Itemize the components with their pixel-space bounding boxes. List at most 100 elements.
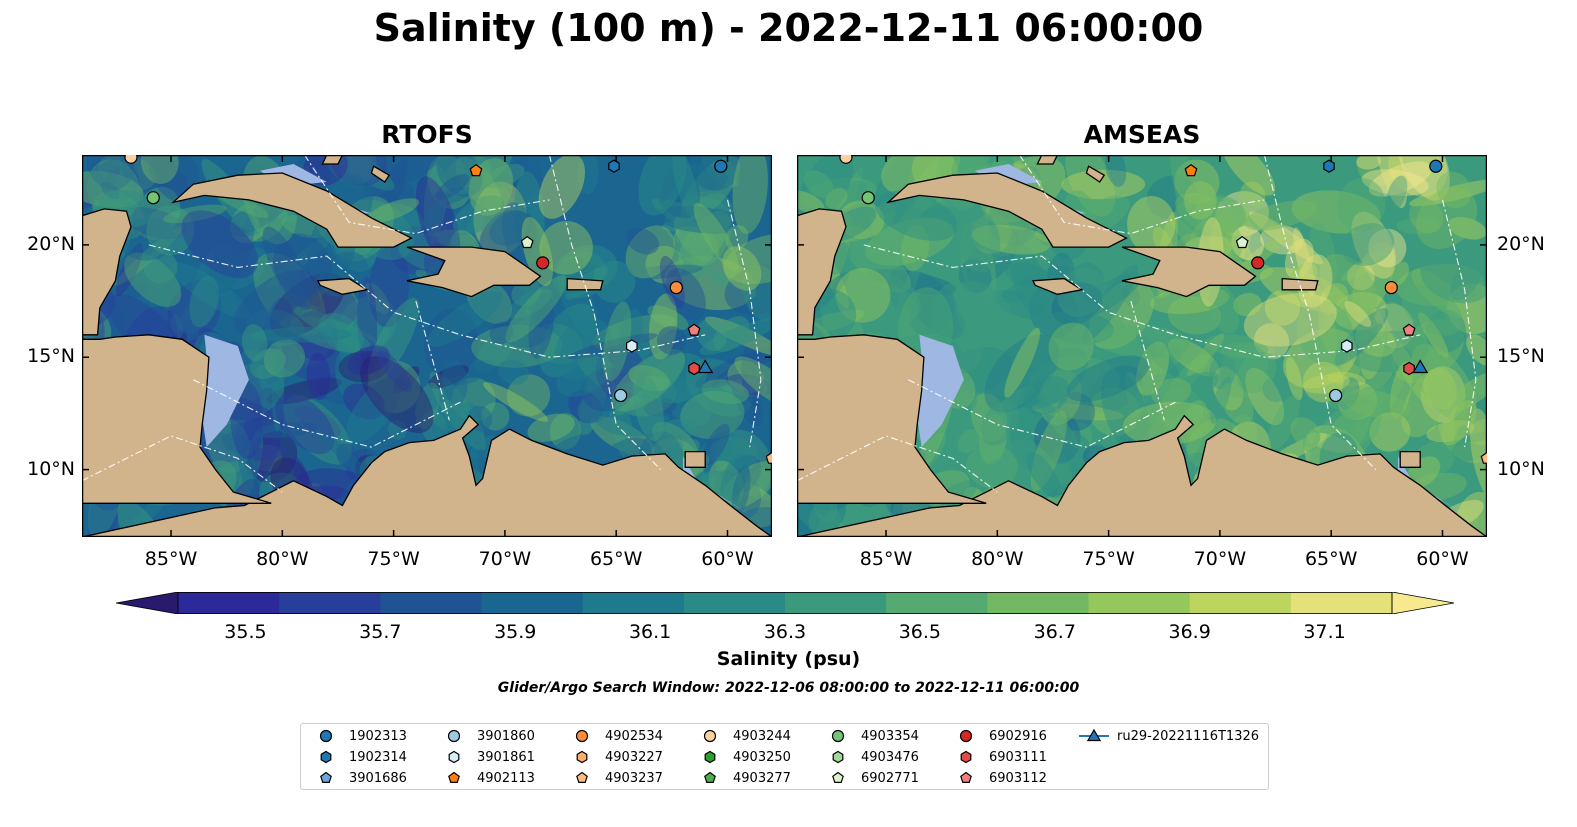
legend-label: 3901686: [349, 770, 407, 786]
legend-marker: [704, 750, 716, 764]
legend-marker: [832, 771, 844, 783]
legend-marker-icon: [1079, 728, 1109, 742]
legend-label: 3901861: [477, 749, 535, 765]
legend-marker-icon: [959, 729, 973, 743]
legend-label: 1902313: [349, 728, 407, 744]
legend-label: 6903111: [989, 749, 1047, 765]
colorbar-label: Salinity (psu): [716, 648, 861, 670]
legend-item: 4903244: [695, 727, 791, 745]
legend-marker-icon: [447, 729, 461, 743]
colorbar-tick-label: 36.5: [898, 621, 942, 643]
legend-marker-icon: [448, 750, 460, 764]
marker-6903112: [687, 323, 701, 336]
observation-markers: [124, 155, 772, 464]
marker-3901860: [614, 388, 628, 403]
x-tick-label: 85°W: [144, 548, 198, 570]
legend-marker: [576, 750, 588, 764]
legend-item: 4903250: [695, 748, 791, 766]
legend-marker: [704, 771, 716, 783]
legend: 1902313 1902314 3901686 3901860 3901861 49021…: [300, 723, 1269, 790]
legend-label: 1902314: [349, 749, 407, 765]
colorbar-extend-low: [116, 592, 179, 614]
marker-4902534: [669, 280, 683, 295]
legend-marker-icon: [576, 771, 588, 783]
marker-4902534: [1384, 280, 1398, 295]
land-masses: [797, 155, 1487, 537]
map-panel-amseas: [797, 155, 1487, 537]
marker-1902313: [1429, 159, 1443, 173]
legend-marker: [831, 729, 845, 743]
legend-marker: [959, 729, 973, 743]
y-tick-label-left: 15°N: [27, 345, 75, 368]
marker-4902113: [469, 163, 483, 177]
legend-item: 4903227: [567, 748, 663, 766]
legend-marker: [575, 729, 589, 743]
legend-label: 4903277: [733, 770, 791, 786]
marker-6903111: [688, 361, 700, 376]
y-tick-label-right: 15°N: [1497, 345, 1545, 368]
legend-marker: [960, 771, 972, 783]
legend-label: 4903237: [605, 770, 663, 786]
legend-item: 4903237: [567, 769, 663, 787]
colorbar-tick-label: 35.5: [224, 621, 267, 643]
legend-label: 4903244: [733, 728, 791, 744]
legend-marker-icon: [832, 750, 844, 764]
colorbar-bin: [279, 592, 381, 614]
marker-1902314: [608, 159, 620, 173]
legend-label: 6902771: [861, 770, 919, 786]
colorbar-bin: [683, 592, 786, 614]
colorbar-tick-label: 35.7: [359, 621, 402, 643]
legend-item: 6902771: [823, 769, 919, 787]
x-tick-label: 85°W: [859, 548, 913, 570]
marker-3901860: [1329, 388, 1343, 403]
legend-marker: [319, 729, 333, 743]
land-masses: [82, 155, 772, 537]
y-tick-label-left: 10°N: [27, 457, 75, 480]
legend-label: 4903354: [861, 728, 919, 744]
x-tick-label: 75°W: [1082, 548, 1135, 570]
marker-4903237: [765, 451, 772, 464]
legend-item: 3901861: [439, 748, 535, 766]
legend-item: 6903111: [951, 748, 1047, 766]
x-tick-label: 70°W: [478, 548, 532, 570]
x-tick-label: 65°W: [589, 548, 643, 570]
colorbar-tick-label: 36.3: [763, 621, 807, 643]
x-tick-label: 80°W: [971, 548, 1024, 570]
marker-4903237: [1480, 451, 1487, 464]
colorbar-bin: [380, 592, 482, 614]
legend-item: 4902113: [439, 769, 535, 787]
legend-marker: [703, 729, 717, 743]
colorbar: [116, 592, 1454, 614]
colorbar-bin: [582, 592, 685, 614]
marker-1902313: [714, 159, 728, 173]
marker-6903111: [1403, 361, 1415, 376]
colorbar-bin: [178, 592, 280, 614]
colorbar-tick-label: 35.9: [494, 621, 537, 643]
y-tick-label-right: 20°N: [1497, 232, 1545, 255]
marker-4902113: [1184, 163, 1198, 177]
legend-marker-icon: [831, 729, 845, 743]
colorbar-bin: [1290, 592, 1393, 614]
legend-marker-icon: [832, 771, 844, 783]
legend-label: 3901860: [477, 728, 535, 744]
legend-item: 1902314: [311, 748, 407, 766]
legend-marker-icon: [576, 750, 588, 764]
legend-marker-icon: [320, 750, 332, 764]
legend-marker-icon: [575, 729, 589, 743]
colorbar-tick-label: 36.7: [1033, 621, 1076, 643]
legend-marker-icon: [704, 771, 716, 783]
legend-marker-icon: [448, 771, 460, 783]
panel-title-rtofs: RTOFS: [381, 120, 473, 149]
legend-marker-icon: [704, 750, 716, 764]
marker-4903354: [146, 191, 160, 205]
x-tick-label: 60°W: [701, 548, 754, 570]
marker-6902916: [1251, 256, 1265, 270]
legend-label: 6903112: [989, 770, 1047, 786]
marker-1902314: [1323, 159, 1335, 173]
legend-marker: [320, 750, 332, 764]
legend-item: 4903476: [823, 748, 919, 766]
marker-4903354: [861, 191, 875, 205]
legend-marker-icon: [319, 729, 333, 743]
colorbar-extend-high: [1391, 592, 1454, 614]
colorbar-bin: [481, 592, 584, 614]
